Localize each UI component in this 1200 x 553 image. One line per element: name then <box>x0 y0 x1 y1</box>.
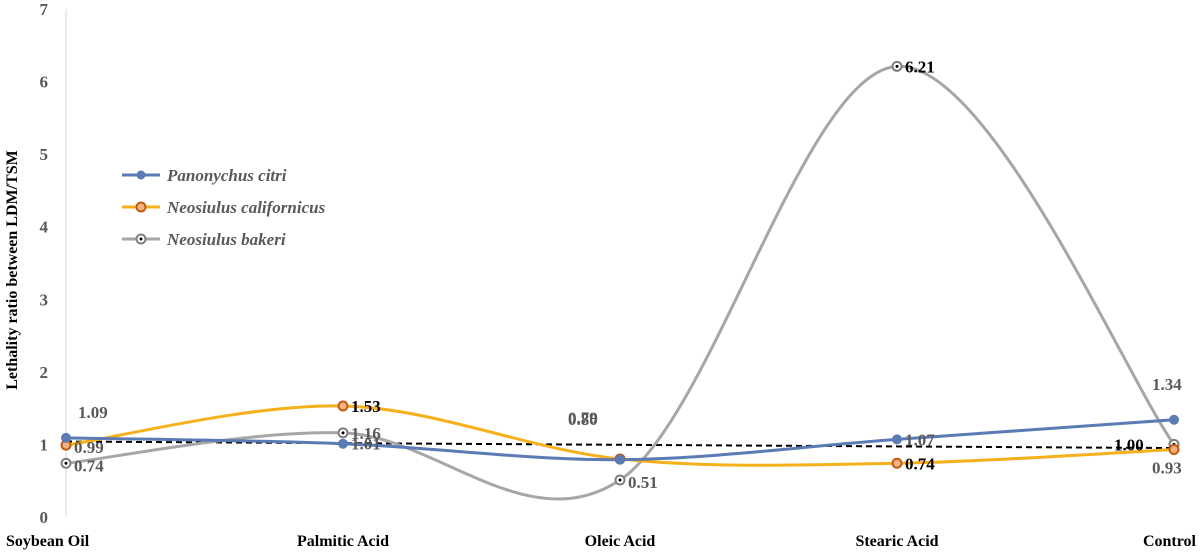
y-axis-label: Lethality ratio between LDM/TSM <box>4 150 21 390</box>
x-category-label: Soybean Oil <box>6 533 90 550</box>
data-point <box>614 474 626 486</box>
data-label: 1.07 <box>905 430 935 449</box>
data-point <box>1168 444 1180 456</box>
legend-label: Panonychus citri <box>166 166 287 185</box>
reference-line <box>65 440 1175 450</box>
data-label: 1.53 <box>351 397 381 416</box>
series-markers <box>60 60 1180 486</box>
legend-item: Neosiulus californicus <box>122 198 326 217</box>
y-tick-label: 6 <box>40 73 49 92</box>
legend-label: Neosiulus bakeri <box>166 230 286 249</box>
data-label: 1.09 <box>78 403 108 422</box>
data-point <box>1169 414 1179 425</box>
x-category-label: Control <box>1143 533 1197 550</box>
data-point <box>891 457 903 469</box>
y-tick-label: 0 <box>40 508 49 527</box>
y-tick-label: 2 <box>40 363 49 382</box>
y-axis-ticks: 0 1 2 3 4 5 6 7 <box>40 0 49 527</box>
legend-item: Neosiulus bakeri <box>122 230 286 249</box>
data-labels: 1.09 1.01 0.79 1.07 1.34 0.99 1.53 0.80 0.74 0.93… <box>74 57 1182 492</box>
x-category-label: Oleic Acid <box>585 533 656 550</box>
data-label: 1.01 <box>351 435 381 454</box>
data-label: 6.21 <box>905 57 935 76</box>
y-tick-label: 3 <box>40 290 49 309</box>
data-point <box>615 454 625 465</box>
data-point <box>892 434 902 445</box>
x-category-label: Palmitic Acid <box>297 533 389 550</box>
x-category-label: Stearic Acid <box>855 533 938 550</box>
data-label: 0.80 <box>568 410 598 429</box>
legend: Panonychus citri Neosiulus californicus Ne… <box>122 166 326 249</box>
y-tick-label: 7 <box>40 0 49 19</box>
data-point <box>61 432 71 443</box>
legend-item: Panonychus citri <box>122 166 287 185</box>
data-point <box>891 60 903 72</box>
data-point <box>337 400 349 412</box>
data-label: 0.74 <box>905 454 935 473</box>
y-tick-label: 4 <box>40 218 49 237</box>
legend-label: Neosiulus californicus <box>166 198 326 217</box>
data-label: 1.00 <box>1114 435 1144 454</box>
y-tick-label: 1 <box>40 435 49 454</box>
data-label: 1.34 <box>1152 375 1182 394</box>
series-lines <box>65 64 1176 501</box>
data-label: 0.93 <box>1152 459 1182 478</box>
data-point <box>338 438 348 449</box>
series-line <box>65 64 1176 501</box>
data-label: 0.79 <box>568 409 598 428</box>
data-label: 0.74 <box>74 456 104 475</box>
data-label: 0.51 <box>628 473 658 492</box>
data-label: 0.99 <box>74 438 104 457</box>
data-point <box>337 427 349 439</box>
data-label: 1.16 <box>351 424 381 443</box>
x-axis-categories: Soybean Oil Palmitic Acid Oleic Acid Steari… <box>6 533 1197 550</box>
data-point <box>60 457 72 469</box>
y-tick-label: 5 <box>40 145 49 164</box>
